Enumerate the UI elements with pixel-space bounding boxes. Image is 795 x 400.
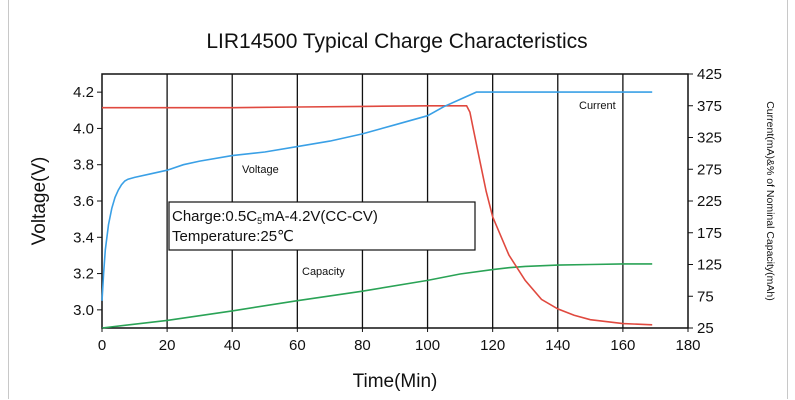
curves	[101, 91, 653, 329]
plot-area	[101, 73, 689, 329]
chart-frame: LIR14500 Typical Charge Characteristics …	[8, 0, 788, 399]
x-tick-label: 0	[98, 337, 106, 354]
y2-axis-label: Current(mA)&% of Nominal Capacity(mAh)	[764, 101, 776, 301]
y-tick-label: 3.2	[73, 266, 94, 283]
y2-tick-label: 325	[697, 130, 722, 147]
x-tick-label: 180	[675, 337, 700, 354]
charge-rate-text: Charge:0.5C	[172, 208, 257, 225]
x-axis-label: Time(Min)	[353, 371, 438, 392]
y2-tick-label: 75	[697, 288, 714, 305]
voltage-curve	[101, 91, 653, 301]
y2-tick-labels: 25 75 125 175 225 275 325 375 425	[688, 66, 722, 337]
x-tick-label: 80	[354, 337, 371, 354]
current-curve	[102, 105, 653, 326]
y-tick-label: 3.8	[73, 157, 94, 174]
charge-conditions-box: Charge:0.5C5mA-4.2V(CC-CV) Temperature:2…	[168, 201, 476, 251]
y-tick-label: 3.6	[73, 193, 94, 210]
charge-rate-subscript: 5	[257, 216, 262, 226]
chart-title: LIR14500 Typical Charge Characteristics	[206, 30, 587, 53]
x-tick-label: 100	[415, 337, 440, 354]
x-tick-label: 160	[610, 337, 635, 354]
grid-lines	[166, 74, 624, 328]
y-tick-label: 3.4	[73, 229, 94, 246]
capacity-curve	[101, 263, 653, 329]
x-tick-label: 40	[224, 337, 241, 354]
y2-tick-label: 175	[697, 225, 722, 242]
charge-condition-text: Charge:0.5C5mA-4.2V(CC-CV)	[172, 208, 378, 226]
y2-tick-label: 125	[697, 257, 722, 274]
series-label-current: Current	[579, 100, 616, 112]
y-tick-labels: 3.0 3.2 3.4 3.6 3.8 4.0 4.2	[73, 84, 102, 319]
charge-voltage-text: mA-4.2V(CC-CV)	[262, 208, 378, 225]
y2-tick-label: 425	[697, 66, 722, 83]
series-label-capacity: Capacity	[302, 266, 345, 278]
y2-tick-label: 275	[697, 161, 722, 178]
x-tick-labels: 0 20 40 60 80 100 120 140 160 180	[98, 328, 701, 354]
y-tick-label: 4.0	[73, 120, 94, 137]
x-tick-label: 120	[480, 337, 505, 354]
series-label-voltage: Voltage	[242, 164, 279, 176]
y-tick-label: 3.0	[73, 302, 94, 319]
y-axis-label: Voltage(V)	[29, 157, 50, 246]
temperature-text: Temperature:25℃	[172, 228, 294, 245]
x-tick-label: 20	[159, 337, 176, 354]
x-tick-label: 60	[289, 337, 306, 354]
y2-tick-label: 225	[697, 193, 722, 210]
x-tick-label: 140	[545, 337, 570, 354]
charge-chart: LIR14500 Typical Charge Characteristics …	[29, 30, 776, 392]
y2-tick-label: 375	[697, 98, 722, 115]
y-tick-label: 4.2	[73, 84, 94, 101]
y2-tick-label: 25	[697, 320, 714, 337]
